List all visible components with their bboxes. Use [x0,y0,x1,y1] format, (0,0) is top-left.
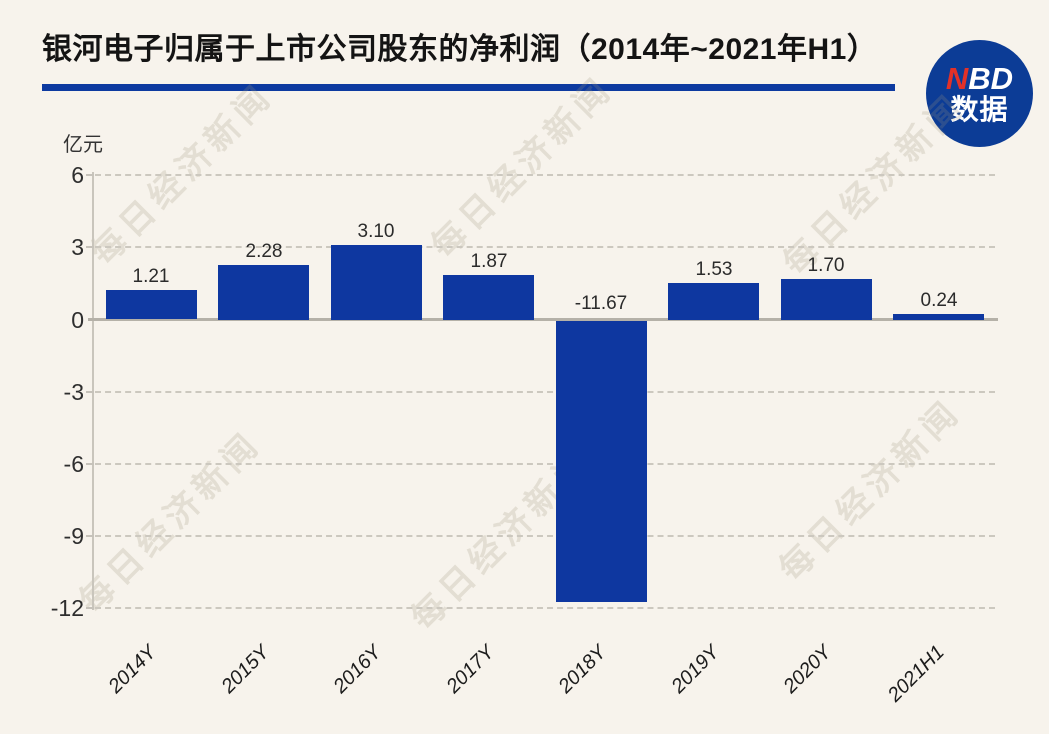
nbd-logo-n: N [945,60,969,96]
nbd-logo: NBD 数据 [926,40,1033,147]
value-label-2014Y: 1.21 [132,266,170,287]
x-axis-label-2015Y: 2015Y [217,641,274,698]
zero-baseline [88,318,998,321]
y-axis-tick [86,390,94,393]
nbd-logo-subtext: 数据 [950,93,1009,125]
value-label-2018Y: -11.67 [574,293,628,314]
gridline-y6 [95,174,995,177]
y-axis-tick [86,174,94,177]
bar-2016Y [331,245,422,320]
y-axis-tick [86,462,94,465]
x-axis-label-2017Y: 2017Y [442,641,499,698]
value-label-2015Y: 2.28 [245,241,283,262]
value-label-2021H1: 0.24 [920,290,958,311]
y-axis-tick-label: 3 [71,234,84,260]
y-axis-tick-label: 0 [71,307,84,333]
value-label-2020Y: 1.70 [807,255,845,276]
y-axis-unit-label: 亿元 [63,134,103,156]
x-axis-label-2016Y: 2016Y [329,641,386,698]
bar-2015Y [218,265,309,320]
x-axis-label-2019Y: 2019Y [667,641,724,698]
nbd-logo-text: NBD [945,60,1014,96]
gridline-y-12 [95,607,995,610]
y-axis-tick [86,246,94,249]
y-axis-tick-label: -9 [63,523,84,549]
y-axis-tick-label: -12 [50,595,84,621]
value-label-2017Y: 1.87 [470,251,508,272]
bar-2020Y [781,279,872,320]
x-axis-label-2018Y: 2018Y [554,641,611,698]
gridline-y-9 [95,535,995,538]
nbd-logo-bd: BD [968,60,1014,96]
y-axis-tick [86,607,94,610]
bar-2019Y [668,283,759,320]
gridline-y-6 [95,462,995,465]
bar-2014Y [106,290,197,319]
chart-title: 银河电子归属于上市公司股东的净利润（2014年~2021年H1） [42,33,878,66]
title-divider [42,84,895,91]
y-axis-tick-label: -3 [63,379,84,405]
y-axis-tick [86,535,94,538]
bar-2018Y [556,321,647,602]
y-axis-tick-label: -6 [63,451,84,477]
bar-2021H1 [893,314,984,320]
value-label-2016Y: 3.10 [357,221,395,242]
x-axis-label-2014Y: 2014Y [104,641,161,698]
value-label-2019Y: 1.53 [695,259,733,280]
x-axis-label-2020Y: 2020Y [779,641,836,698]
y-axis-tick-label: 6 [71,162,84,188]
gridline-y3 [95,246,995,249]
x-axis-label-2021H1: 2021H1 [883,641,949,707]
gridline-y-3 [95,390,995,393]
bar-2017Y [443,275,534,320]
